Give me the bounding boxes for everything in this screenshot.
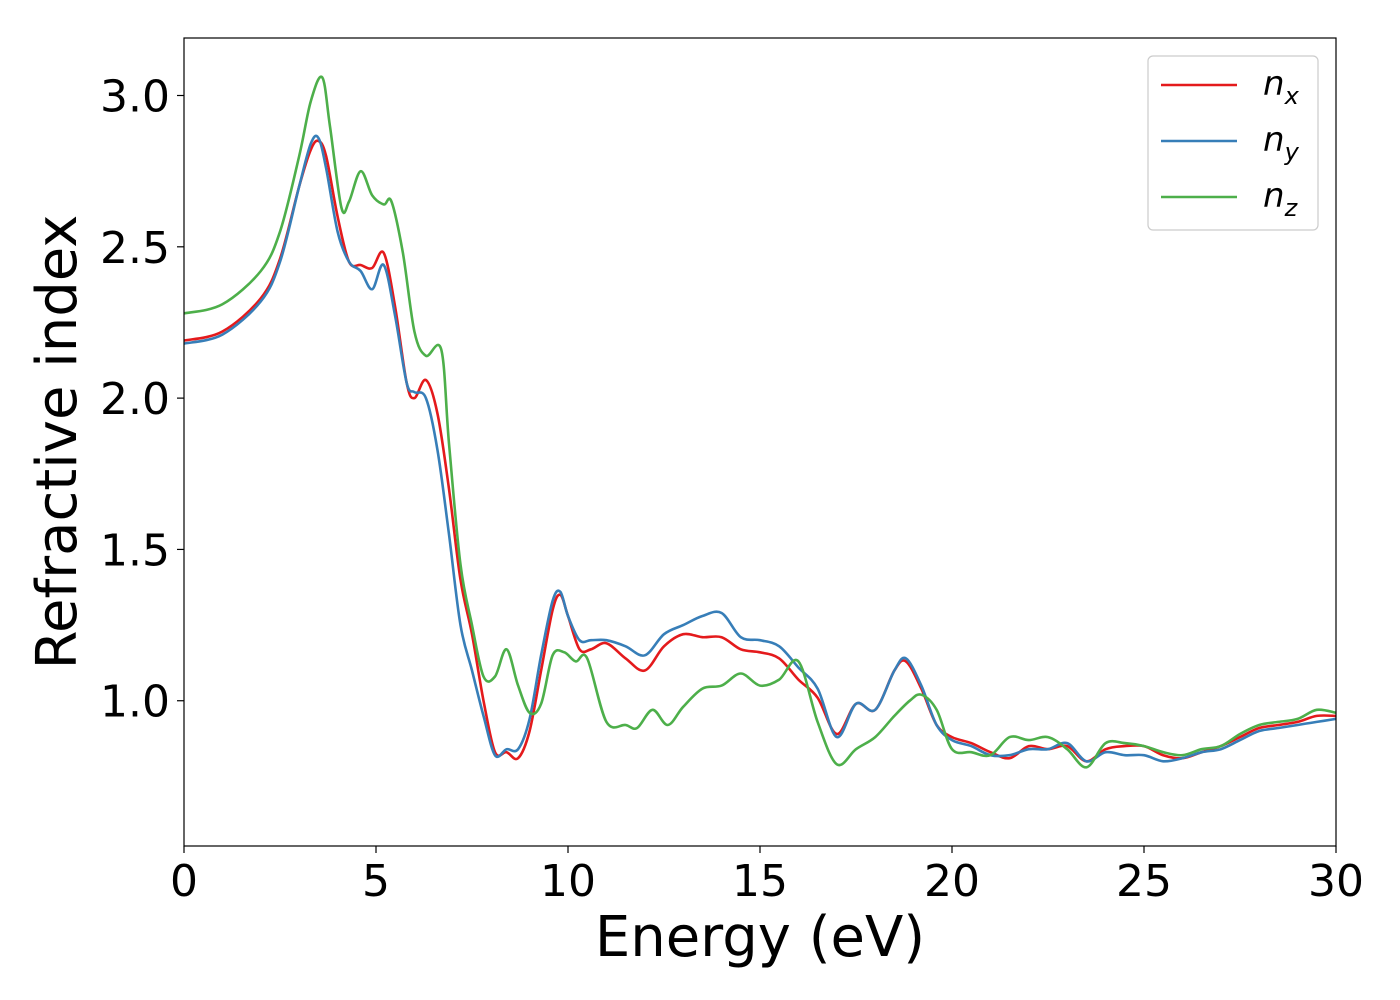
x-tick-label: 25 [1116, 856, 1172, 907]
series-line-n-z [183, 75, 1337, 769]
x-tick-label: 10 [540, 856, 596, 907]
x-tick-label: 15 [732, 856, 788, 907]
y-tick-label: 1.0 [100, 677, 170, 728]
legend-label-n-y: ny [1263, 120, 1300, 166]
series-layer [183, 75, 1337, 769]
y-tick-label: 1.5 [100, 525, 170, 576]
plot-area [184, 38, 1336, 846]
series-line-n-y [183, 134, 1337, 763]
x-tick-label: 0 [170, 856, 198, 907]
x-tick-label: 5 [362, 856, 390, 907]
x-tick-label: 20 [924, 856, 980, 907]
y-tick-label: 3.0 [100, 71, 170, 122]
legend: nx ny nz [1147, 55, 1319, 231]
y-axis-title: Refractive index [25, 215, 90, 670]
x-tick-label: 30 [1308, 856, 1364, 907]
x-axis: 0 5 10 15 20 25 30 [170, 846, 1364, 907]
legend-label-n-z: nz [1263, 176, 1299, 222]
x-axis-title: Energy (eV) [595, 905, 925, 970]
y-axis: 1.0 1.5 2.0 2.5 3.0 [100, 71, 184, 728]
series-line-n-x [183, 139, 1337, 763]
legend-label-n-x: nx [1263, 64, 1300, 110]
legend-box [1147, 55, 1319, 231]
y-tick-label: 2.0 [100, 374, 170, 425]
y-tick-label: 2.5 [100, 223, 170, 274]
